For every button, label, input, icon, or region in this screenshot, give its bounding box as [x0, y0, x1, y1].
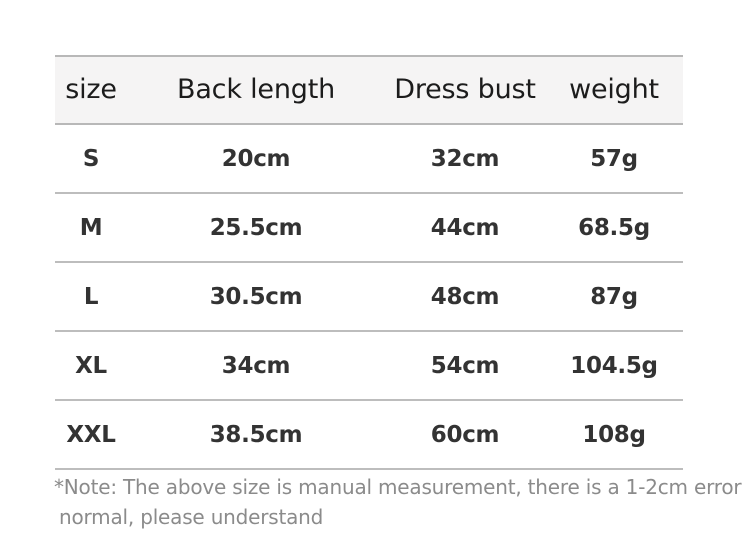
cell-dress-bust: 60cm: [385, 400, 545, 470]
cell-back-length: 38.5cm: [127, 400, 385, 470]
measurement-note-line-2: normal, please understand: [59, 505, 324, 529]
cell-back-length: 25.5cm: [127, 193, 385, 263]
table-row: XL 34cm 54cm 104.5g: [55, 331, 683, 401]
table-row: M 25.5cm 44cm 68.5g: [55, 193, 683, 263]
cell-back-length: 30.5cm: [127, 262, 385, 332]
measurement-note-line-1: *Note: The above size is manual measurem…: [54, 475, 749, 499]
table-row: XXL 38.5cm 60cm 108g: [55, 400, 683, 470]
cell-weight: 68.5g: [545, 193, 683, 263]
column-header-back-length: Back length: [127, 55, 385, 125]
table-row: L 30.5cm 48cm 87g: [55, 262, 683, 332]
cell-size: XXL: [55, 400, 127, 470]
size-table: size Back length Dress bust weight S 20c…: [55, 55, 683, 470]
cell-size: XL: [55, 331, 127, 401]
size-table-container: size Back length Dress bust weight S 20c…: [55, 55, 683, 470]
cell-weight: 87g: [545, 262, 683, 332]
cell-dress-bust: 32cm: [385, 124, 545, 194]
cell-size: M: [55, 193, 127, 263]
cell-size: S: [55, 124, 127, 194]
column-header-size: size: [55, 55, 127, 125]
column-header-weight: weight: [545, 55, 683, 125]
table-body: S 20cm 32cm 57g M 25.5cm 44cm 68.5g L 30…: [55, 124, 683, 470]
cell-weight: 108g: [545, 400, 683, 470]
table-row: S 20cm 32cm 57g: [55, 124, 683, 194]
table-header: size Back length Dress bust weight: [55, 55, 683, 125]
cell-dress-bust: 54cm: [385, 331, 545, 401]
cell-back-length: 34cm: [127, 331, 385, 401]
cell-dress-bust: 48cm: [385, 262, 545, 332]
measurement-note: *Note: The above size is manual measurem…: [54, 472, 749, 532]
cell-weight: 57g: [545, 124, 683, 194]
column-header-dress-bust: Dress bust: [385, 55, 545, 125]
cell-weight: 104.5g: [545, 331, 683, 401]
cell-size: L: [55, 262, 127, 332]
cell-back-length: 20cm: [127, 124, 385, 194]
table-header-row: size Back length Dress bust weight: [55, 55, 683, 125]
cell-dress-bust: 44cm: [385, 193, 545, 263]
